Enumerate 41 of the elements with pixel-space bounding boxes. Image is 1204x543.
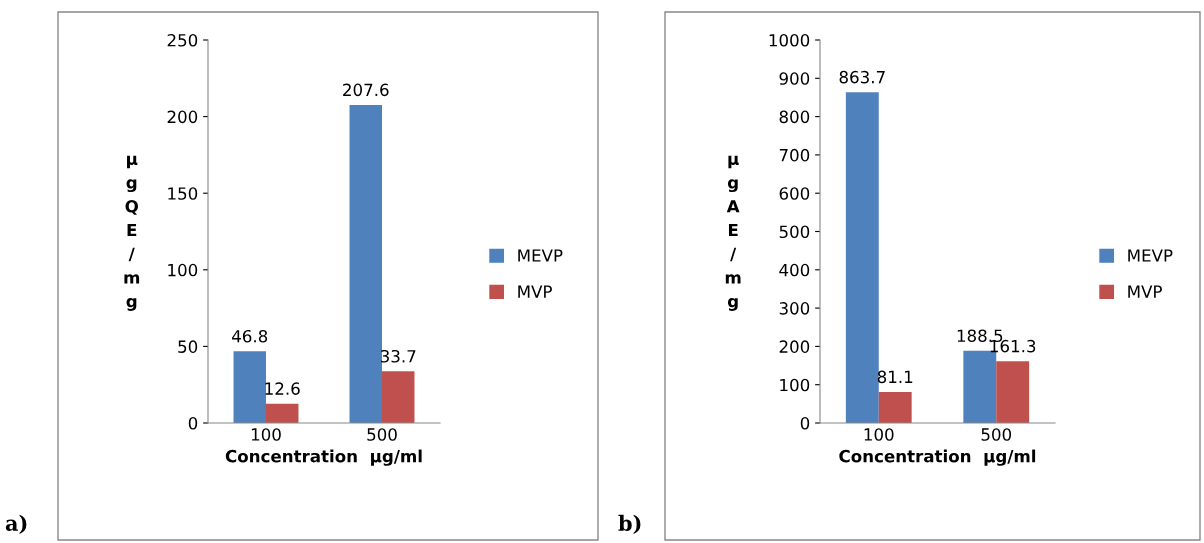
data-label: 46.8 (232, 329, 268, 343)
y-axis-title: μgQE/mg (124, 155, 140, 311)
y-tick-label: 100 (168, 263, 198, 277)
x-tick-label: 100 (251, 428, 281, 441)
y-tick-label: 100 (780, 378, 810, 392)
y-tick-label: 150 (168, 187, 198, 200)
legend-label: MVP (518, 285, 552, 298)
y-axis-title: μgAE/mg (725, 155, 741, 311)
y-tick-label: 800 (779, 110, 810, 124)
data-label: 863.7 (839, 70, 885, 84)
bar (845, 92, 879, 423)
text: b) (618, 514, 641, 534)
text: a) (5, 514, 27, 534)
bar (878, 391, 912, 423)
x-axis-title: Concentration μg/ml (225, 449, 422, 466)
y-tick-label: 0 (800, 416, 810, 430)
x-tick-label: 500 (981, 428, 1012, 441)
x-axis-title: Concentration μg/ml (839, 449, 1036, 466)
legend-label: MEVP (1128, 249, 1173, 262)
y-tick-label: 500 (779, 225, 810, 239)
y-tick-label: 250 (167, 33, 198, 47)
bar (996, 361, 1030, 423)
legend-label: MEVP (518, 249, 563, 262)
bar (266, 403, 299, 423)
bar (382, 371, 415, 423)
bar (233, 351, 266, 423)
x-tick-label: 500 (367, 428, 397, 441)
y-tick-label: 1000 (769, 33, 810, 47)
bar (349, 104, 382, 423)
y-tick-label: 200 (779, 340, 810, 353)
y-tick-label: 200 (167, 110, 198, 124)
y-tick-label: 300 (779, 302, 810, 315)
y-tick-label: 900 (779, 72, 810, 85)
x-tick-label: 100 (864, 428, 894, 441)
legend-label: MVP (1128, 285, 1162, 298)
y-tick-label: 400 (779, 263, 810, 277)
y-tick-label: 0 (188, 416, 198, 430)
y-tick-label: 50 (178, 340, 198, 353)
y-tick-label: 600 (779, 187, 810, 200)
y-tick-label: 700 (779, 148, 810, 162)
data-label: 207.6 (343, 83, 389, 97)
